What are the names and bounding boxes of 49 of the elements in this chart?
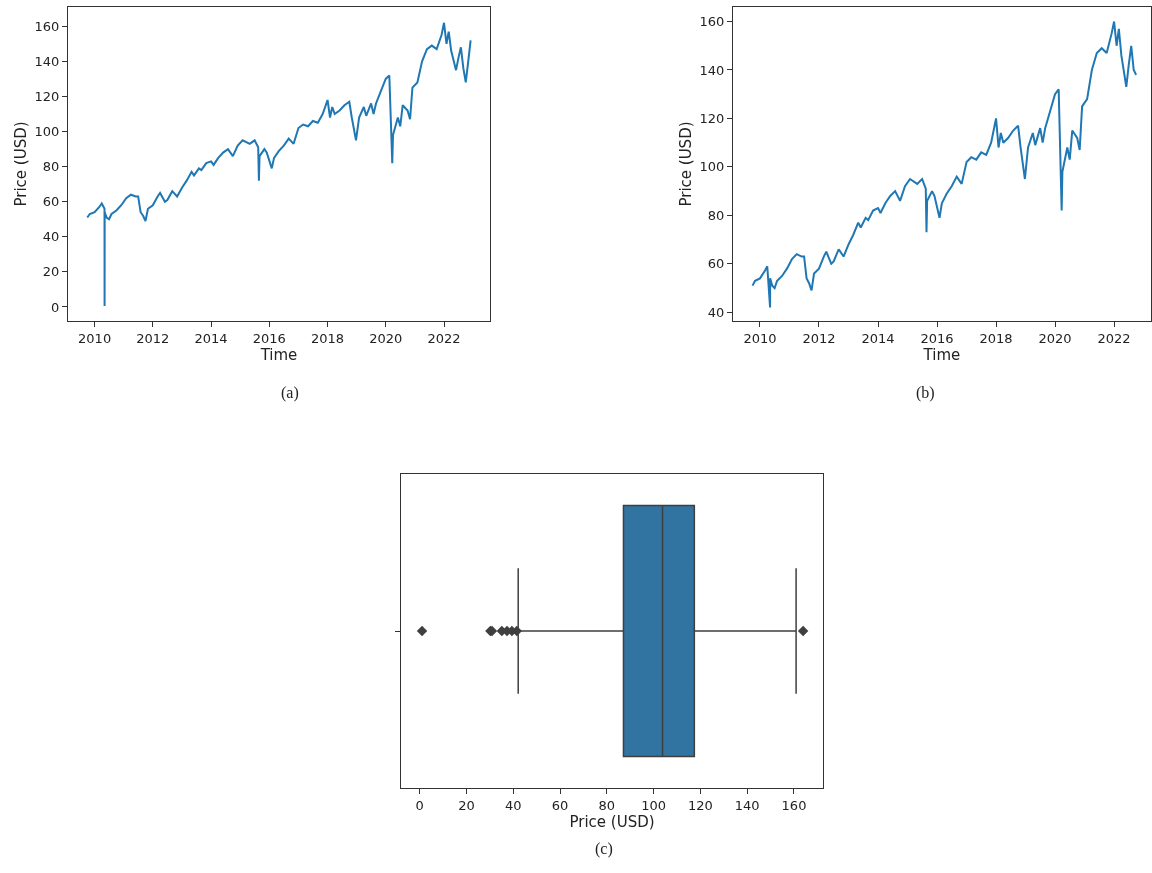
x-tick-label: 2010 bbox=[78, 330, 112, 346]
x-tick-label: 2010 bbox=[743, 330, 777, 346]
x-tick-label: 160 bbox=[781, 797, 807, 813]
x-tick-label: 2022 bbox=[427, 330, 461, 346]
y-tick-label: 20 bbox=[42, 264, 60, 280]
x-axis-title: Time bbox=[922, 345, 961, 364]
y-tick-label: 0 bbox=[51, 299, 60, 315]
text: (b) bbox=[916, 384, 935, 402]
x-tick-label: 80 bbox=[598, 797, 616, 813]
x-tick-label: 2018 bbox=[979, 330, 1013, 346]
x-tick-label: 140 bbox=[734, 797, 760, 813]
x-axis-title: Time bbox=[259, 345, 298, 364]
y-tick-label: 80 bbox=[707, 207, 725, 223]
y-tick-label: 60 bbox=[42, 194, 60, 210]
x-tick-label: 2020 bbox=[1038, 330, 1072, 346]
y-tick-label: 140 bbox=[34, 53, 60, 69]
text: (c) bbox=[595, 840, 613, 858]
y-tick-label: 80 bbox=[42, 159, 60, 175]
x-tick-label: 40 bbox=[505, 797, 522, 813]
x-tick-label: 2012 bbox=[136, 330, 170, 346]
y-tick-label: 40 bbox=[707, 304, 725, 320]
y-tick-label: 160 bbox=[34, 18, 60, 34]
x-tick-label: 2016 bbox=[920, 330, 954, 346]
y-axis-title: Price (USD) bbox=[11, 121, 30, 207]
y-tick-label: 100 bbox=[34, 124, 60, 140]
x-axis-title: Price (USD) bbox=[569, 812, 655, 831]
y-tick-label: 40 bbox=[42, 229, 60, 245]
y-tick-label: 160 bbox=[699, 14, 725, 30]
x-tick-label: 2016 bbox=[252, 330, 286, 346]
line-series bbox=[86, 21, 472, 308]
x-tick-label: 20 bbox=[458, 797, 475, 813]
x-tick-label: 2012 bbox=[802, 330, 836, 346]
x-tick-label: 100 bbox=[641, 797, 667, 813]
y-tick-label: 120 bbox=[34, 89, 60, 105]
x-tick-label: 0 bbox=[415, 797, 424, 813]
y-tick-label: 120 bbox=[699, 111, 725, 126]
x-tick-label: 120 bbox=[688, 797, 713, 813]
text: (a) bbox=[281, 384, 299, 402]
x-tick-label: 2014 bbox=[861, 330, 895, 346]
x-tick-label: 60 bbox=[551, 797, 569, 813]
x-tick-label: 2022 bbox=[1097, 330, 1131, 346]
y-axis-title: Price (USD) bbox=[676, 121, 695, 207]
y-tick-label: 140 bbox=[699, 62, 725, 78]
line-series bbox=[751, 20, 1138, 309]
y-tick-label: 60 bbox=[707, 256, 725, 272]
x-tick-label: 2014 bbox=[194, 330, 228, 346]
y-tick-label: 100 bbox=[699, 159, 725, 175]
x-tick-label: 2020 bbox=[369, 330, 403, 346]
x-tick-label: 2018 bbox=[311, 330, 345, 346]
